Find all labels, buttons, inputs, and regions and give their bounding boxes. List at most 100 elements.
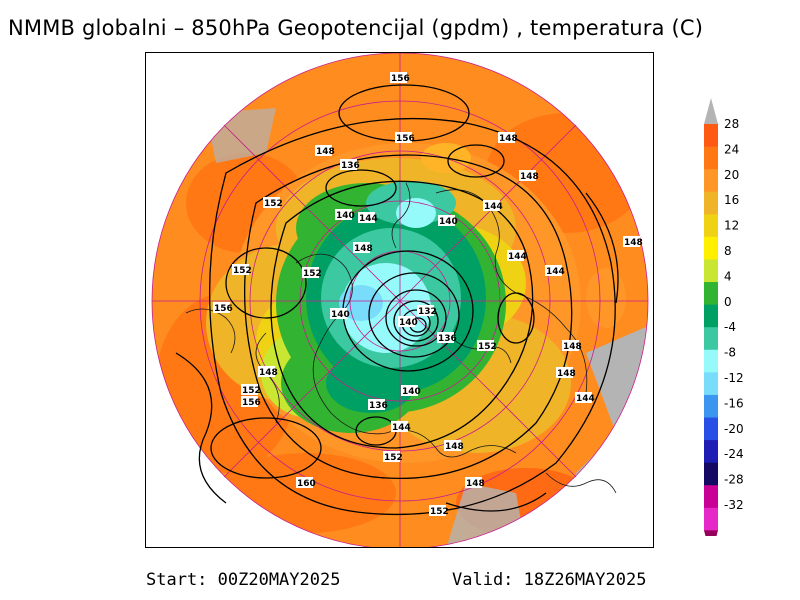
forecast-valid-time: Valid: 18Z26MAY2025 <box>452 570 647 590</box>
colorbar-swatch <box>704 146 718 170</box>
svg-text:148: 148 <box>563 342 582 352</box>
svg-text:140: 140 <box>336 211 355 221</box>
contour-label: 144 <box>483 200 503 212</box>
colorbar-tick-label: 0 <box>724 295 732 309</box>
chart-title: NMMB globalni – 850hPa Geopotencijal (gp… <box>8 16 704 40</box>
svg-text:152: 152 <box>264 199 283 209</box>
polar-map: 156 156 148 148 136 148 152 140 144 140 … <box>151 53 649 547</box>
polar-map-panel: 156 156 148 148 136 148 152 140 144 140 … <box>145 52 654 548</box>
colorbar-tick-label: -4 <box>724 320 736 334</box>
contour-label: 136 <box>340 159 360 171</box>
graticule <box>151 53 649 547</box>
temperature-colorbar: 28 24 20 16 12 8 4 0 -4 -8 -12 -16 -20 -24 -28 -32 <box>704 98 744 536</box>
svg-text:152: 152 <box>384 453 403 463</box>
svg-text:148: 148 <box>316 147 335 157</box>
svg-text:148: 148 <box>499 134 518 144</box>
colorbar-tick-label: -24 <box>724 447 744 461</box>
contour-label: 140 <box>335 209 355 221</box>
contour-label: 144 <box>358 212 378 224</box>
contour-label: 136 <box>368 399 388 411</box>
svg-text:144: 144 <box>508 252 527 262</box>
svg-text:144: 144 <box>546 267 565 277</box>
contour-labels: 156 156 148 148 136 148 152 140 144 140 … <box>213 72 643 517</box>
svg-text:140: 140 <box>399 318 418 328</box>
svg-text:156: 156 <box>242 398 261 408</box>
colorbar-top-arrow <box>704 98 718 124</box>
svg-text:136: 136 <box>341 161 360 171</box>
colorbar-tick-label: -28 <box>724 473 744 487</box>
colorbar-swatch <box>704 462 718 486</box>
colorbar-tick-label: 16 <box>724 193 739 207</box>
contour-label: 140 <box>330 308 350 320</box>
contour-label: 144 <box>391 421 411 433</box>
colorbar-tick-label: 20 <box>724 168 739 182</box>
contour-label: 148 <box>623 236 643 248</box>
contour-label: 152 <box>232 264 252 276</box>
svg-text:152: 152 <box>242 386 261 396</box>
contour-label: 148 <box>519 170 539 182</box>
svg-text:132: 132 <box>418 307 437 317</box>
colorbar-tick-label: 12 <box>724 219 739 233</box>
contour-label: 156 <box>390 72 410 84</box>
svg-text:144: 144 <box>392 423 411 433</box>
svg-text:148: 148 <box>520 172 539 182</box>
colorbar-tick-label: -12 <box>724 371 744 385</box>
svg-text:148: 148 <box>259 368 278 378</box>
contour-label: 144 <box>545 265 565 277</box>
svg-text:140: 140 <box>331 310 350 320</box>
svg-text:152: 152 <box>478 342 497 352</box>
colorbar-tick-label: -32 <box>724 498 744 512</box>
svg-text:148: 148 <box>557 369 576 379</box>
svg-text:152: 152 <box>233 266 252 276</box>
contour-label: 140 <box>438 215 458 227</box>
contour-label: 152 <box>429 505 449 517</box>
svg-text:156: 156 <box>396 134 415 144</box>
contour-label: 136 <box>437 332 457 344</box>
colorbar-bottom-arrow <box>704 530 718 536</box>
colorbar-swatch <box>704 191 718 215</box>
contour-label: 140 <box>398 316 418 328</box>
colorbar-swatch <box>704 440 718 464</box>
svg-text:136: 136 <box>438 334 457 344</box>
colorbar-swatch <box>704 327 718 351</box>
contour-label: 148 <box>258 366 278 378</box>
colorbar-swatch <box>704 349 718 373</box>
svg-text:144: 144 <box>359 214 378 224</box>
contour-label: 152 <box>241 384 261 396</box>
colorbar-swatch <box>704 169 718 193</box>
svg-text:148: 148 <box>354 244 373 254</box>
colorbar-swatch <box>704 282 718 306</box>
contour-label: 148 <box>498 132 518 144</box>
contour-label: 140 <box>401 385 421 397</box>
contour-label: 132 <box>417 305 437 317</box>
contour-label: 144 <box>507 250 527 262</box>
svg-text:144: 144 <box>576 394 595 404</box>
svg-text:140: 140 <box>402 387 421 397</box>
contour-label: 148 <box>353 242 373 254</box>
svg-text:148: 148 <box>624 238 643 248</box>
colorbar-tick-label: -20 <box>724 422 744 436</box>
svg-text:160: 160 <box>297 479 316 489</box>
contour-label: 148 <box>562 340 582 352</box>
colorbar-swatch <box>704 485 718 509</box>
svg-text:148: 148 <box>445 442 464 452</box>
colorbar-swatch <box>704 417 718 441</box>
colorbar-swatch <box>704 372 718 396</box>
contour-label: 156 <box>395 132 415 144</box>
contour-label: 144 <box>575 392 595 404</box>
contour-label: 160 <box>296 477 316 489</box>
colorbar-tick-label: -16 <box>724 396 744 410</box>
colorbar-swatch <box>704 259 718 283</box>
contour-label: 148 <box>444 440 464 452</box>
colorbar-swatch <box>704 214 718 238</box>
colorbar-swatch <box>704 236 718 260</box>
contour-label: 152 <box>477 340 497 352</box>
contour-label: 156 <box>241 396 261 408</box>
forecast-start-time: Start: 00Z20MAY2025 <box>146 570 341 590</box>
contour-label: 156 <box>213 302 233 314</box>
svg-text:152: 152 <box>430 507 449 517</box>
svg-text:136: 136 <box>369 401 388 411</box>
svg-text:144: 144 <box>484 202 503 212</box>
contour-label: 148 <box>556 367 576 379</box>
svg-text:140: 140 <box>439 217 458 227</box>
